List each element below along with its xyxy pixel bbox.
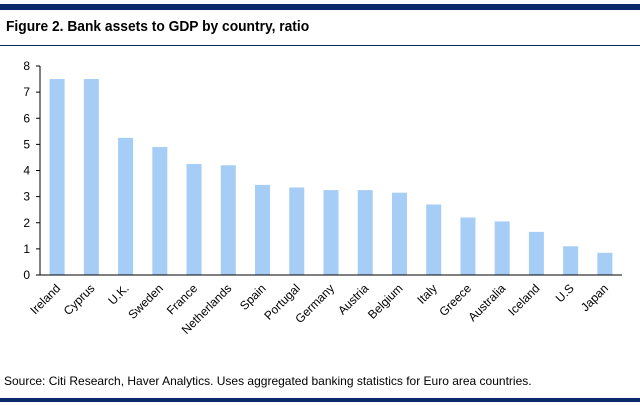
x-tick-label: Belgium — [365, 281, 406, 322]
y-tick-label: 0 — [23, 268, 30, 282]
x-tick-label: U.K. — [105, 281, 131, 307]
y-tick-label: 2 — [23, 216, 30, 230]
y-tick-label: 4 — [23, 164, 30, 178]
y-tick-label: 6 — [23, 111, 30, 125]
bar-australia — [494, 221, 510, 275]
bar-netherlands — [220, 165, 236, 275]
bar-uk — [118, 137, 134, 275]
bar-spain — [255, 184, 271, 275]
figure-title: Figure 2. Bank assets to GDP by country,… — [6, 18, 310, 35]
x-tick-label: Spain — [237, 281, 269, 313]
bar-iceland — [528, 231, 544, 275]
bar-germany — [323, 190, 339, 275]
x-tick-label: Iceland — [505, 281, 542, 318]
bar-japan — [597, 252, 613, 275]
title-divider — [0, 45, 640, 46]
bars — [49, 79, 613, 275]
bar-belgium — [391, 192, 407, 275]
y-tick-label: 3 — [23, 190, 30, 204]
y-tick-label: 1 — [23, 242, 30, 256]
x-tick-label: U.S — [553, 281, 577, 305]
y-tick-label: 5 — [23, 137, 30, 151]
y-axis-ticks: 0 1 2 3 4 5 6 7 8 — [23, 59, 40, 282]
bar-cyprus — [83, 79, 99, 275]
x-tick-label: Japan — [578, 281, 611, 314]
x-tick-label: Italy — [414, 281, 439, 306]
x-tick-label: Ireland — [27, 281, 63, 317]
bar-ireland — [49, 79, 65, 275]
bar-austria — [357, 190, 373, 275]
bottom-rule — [0, 398, 640, 402]
bar-greece — [460, 217, 476, 275]
y-tick-label: 7 — [23, 85, 30, 99]
x-tick-label: Australia — [465, 281, 508, 324]
bar-us — [563, 246, 579, 275]
bar-france — [186, 163, 202, 275]
bar-sweden — [152, 146, 168, 275]
bar-italy — [426, 204, 442, 275]
x-tick-label: Cyprus — [61, 281, 98, 318]
y-tick-label: 8 — [23, 59, 30, 73]
source-note: Source: Citi Research, Haver Analytics. … — [4, 374, 532, 388]
top-rule — [0, 4, 640, 10]
x-tick-label: Sweden — [125, 281, 166, 322]
bar-portugal — [289, 187, 305, 275]
